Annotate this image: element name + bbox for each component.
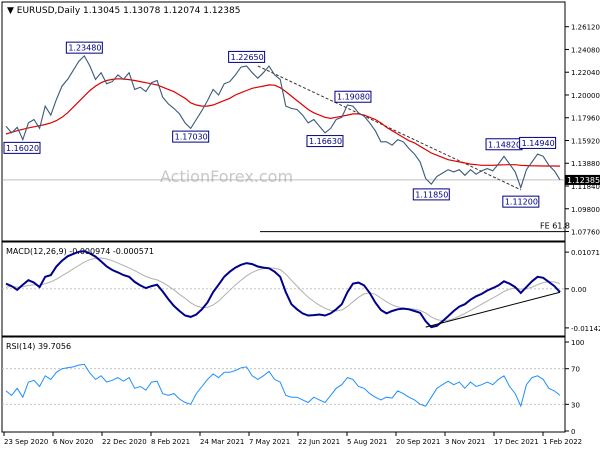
price-annotation-box bbox=[502, 195, 540, 208]
x-tick-label: 23 Sep 2020 bbox=[4, 438, 48, 446]
price-annotation-label: 1.22650 bbox=[231, 53, 264, 62]
rsi-label: RSI(14) 39.7056 bbox=[6, 342, 71, 351]
price-y-tick-label: 1.20000 bbox=[571, 92, 600, 100]
price-series-line bbox=[5, 54, 561, 190]
rsi-y-axis: 100 70 30 0 bbox=[2, 339, 584, 436]
rsi-y-tick-label: 70 bbox=[571, 366, 580, 374]
price-annotation-box bbox=[412, 188, 450, 201]
x-tick-label: 3 Nov 2021 bbox=[445, 438, 485, 446]
x-tick-label: 24 Mar 2021 bbox=[200, 438, 244, 446]
x-tick-label: 22 Jun 2021 bbox=[298, 438, 340, 446]
x-axis: 23 Sep 2020 6 Nov 2020 22 Dec 2020 8 Feb 20… bbox=[3, 432, 582, 446]
price-annotation-label: 1.23480 bbox=[68, 44, 101, 53]
price-panel-frame bbox=[1, 1, 566, 242]
chart-header: ▼ EURUSD,Daily 1.13045 1.13078 1.12074 1… bbox=[7, 6, 241, 16]
price-y-axis: 1.26120 1.24080 1.22040 1.20000 1.17960 1.159… bbox=[565, 24, 600, 237]
x-tick-label: 8 Feb 2021 bbox=[151, 438, 190, 446]
price-annotation-box bbox=[65, 41, 103, 54]
price-y-tick-label: 1.15920 bbox=[571, 137, 600, 145]
x-tick-label: 7 May 2021 bbox=[249, 438, 290, 446]
last-price-tag: 1.12385 bbox=[565, 174, 600, 185]
watermark: ActionForex.com bbox=[160, 167, 293, 186]
price-annotation-label: 1.19080 bbox=[337, 93, 370, 102]
price-annotation-label: 1.16020 bbox=[6, 144, 39, 153]
price-annotation-box bbox=[172, 130, 210, 143]
macd-y-tick-label: 0.00 bbox=[571, 286, 587, 294]
x-tick-label: 5 Aug 2021 bbox=[347, 438, 387, 446]
price-annotation-box bbox=[519, 136, 557, 149]
fe-level-label: FE 61.8 bbox=[540, 222, 570, 231]
last-price-tag-text: 1.12385 bbox=[567, 176, 600, 185]
price-annotation-box bbox=[334, 90, 372, 103]
x-tick-label: 22 Dec 2020 bbox=[102, 438, 147, 446]
price-y-tick-label: 1.07760 bbox=[571, 229, 600, 237]
price-annotation-box bbox=[228, 50, 266, 63]
price-annotation-label: 1.14820 bbox=[488, 140, 521, 149]
price-annotation-label: 1.11850 bbox=[415, 190, 448, 199]
last-price-tag-bg bbox=[565, 174, 600, 185]
price-panel: ▼ EURUSD,Daily 1.13045 1.13078 1.12074 1… bbox=[1, 1, 600, 242]
price-y-tick-label: 1.24080 bbox=[571, 46, 600, 54]
rsi-panel: RSI(14) 39.7056 100 70 30 0 bbox=[1, 336, 584, 436]
rsi-y-tick-label: 100 bbox=[571, 339, 584, 347]
price-annotation-label: 1.16630 bbox=[309, 137, 342, 146]
x-tick-label: 1 Feb 2022 bbox=[543, 438, 582, 446]
rsi-y-tick-label: 30 bbox=[571, 401, 580, 409]
x-tick-label: 17 Dec 2021 bbox=[494, 438, 539, 446]
price-annotation-label: 1.14940 bbox=[522, 139, 555, 148]
price-y-tick-label: 1.11840 bbox=[571, 183, 600, 191]
price-trendline bbox=[257, 65, 522, 191]
price-y-tick-label: 1.17960 bbox=[571, 115, 600, 123]
price-annotation-label: 1.17030 bbox=[175, 133, 208, 142]
macd-trendline bbox=[425, 291, 561, 328]
rsi-y-tick-label: 0 bbox=[571, 428, 575, 436]
rsi-series-line bbox=[5, 363, 561, 408]
x-tick-label: 6 Nov 2020 bbox=[53, 438, 93, 446]
macd-y-tick-label: 0.010715 bbox=[571, 249, 600, 257]
rsi-panel-frame bbox=[1, 336, 566, 433]
x-tick-label: 20 Sep 2021 bbox=[396, 438, 440, 446]
ma-series-line bbox=[5, 78, 561, 167]
price-y-tick-label: 1.26120 bbox=[571, 24, 600, 32]
price-annotation-box bbox=[306, 135, 344, 148]
price-y-tick-label: 1.09800 bbox=[571, 206, 600, 214]
macd-y-tick-label: -0.011424 bbox=[571, 325, 600, 333]
price-y-tick-label: 1.22040 bbox=[571, 69, 600, 77]
price-annotation-box bbox=[3, 141, 41, 154]
price-annotation-label: 1.11200 bbox=[505, 198, 538, 207]
price-annotations: 1.16020 1.23480 1.17030 1.22650 1.16630 1.190… bbox=[3, 41, 557, 208]
price-y-tick-label: 1.13880 bbox=[571, 160, 600, 168]
macd-main-line bbox=[5, 250, 561, 329]
macd-panel: MACD(12,26,9) -0.000974 -0.000571 0.0107… bbox=[1, 241, 600, 337]
